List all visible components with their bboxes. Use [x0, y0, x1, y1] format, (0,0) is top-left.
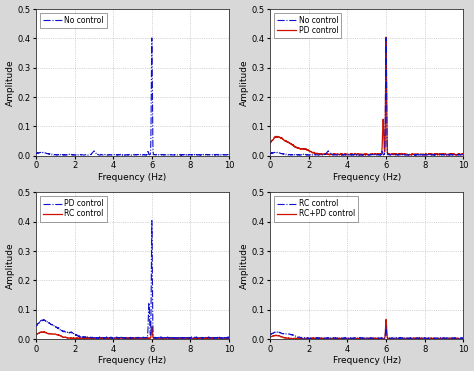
Y-axis label: Amplitude: Amplitude	[240, 59, 249, 106]
X-axis label: Frequency (Hz): Frequency (Hz)	[99, 357, 167, 365]
Y-axis label: Amplitude: Amplitude	[6, 59, 15, 106]
X-axis label: Frequency (Hz): Frequency (Hz)	[333, 357, 401, 365]
X-axis label: Frequency (Hz): Frequency (Hz)	[333, 173, 401, 182]
Legend: PD control, RC control: PD control, RC control	[40, 196, 107, 221]
Legend: No control: No control	[40, 13, 107, 28]
Y-axis label: Amplitude: Amplitude	[6, 243, 15, 289]
X-axis label: Frequency (Hz): Frequency (Hz)	[99, 173, 167, 182]
Legend: RC control, RC+PD control: RC control, RC+PD control	[274, 196, 358, 221]
Y-axis label: Amplitude: Amplitude	[240, 243, 249, 289]
Legend: No control, PD control: No control, PD control	[274, 13, 341, 38]
